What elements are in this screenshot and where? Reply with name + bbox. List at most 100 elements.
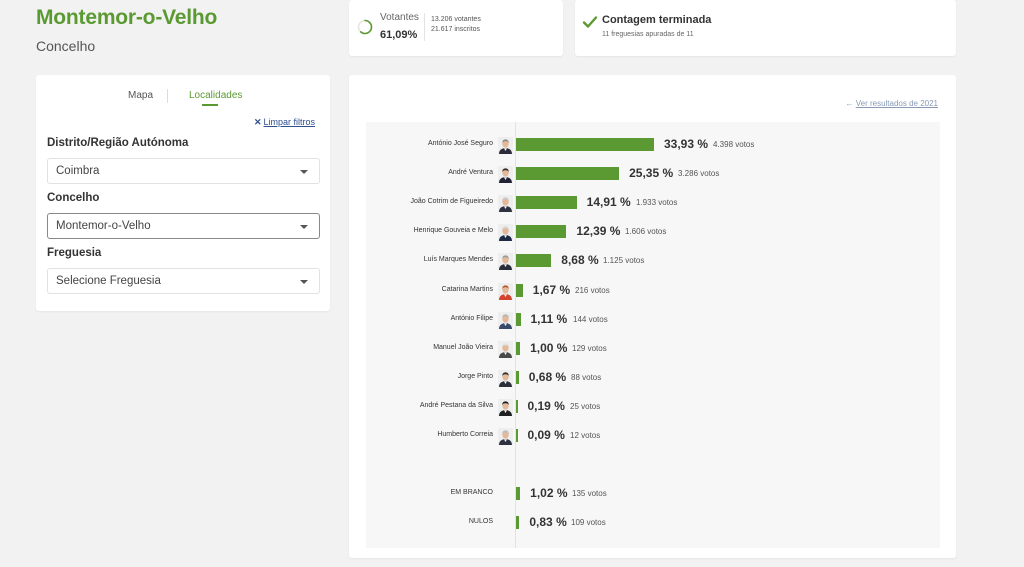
result-votes: 3.286 votos	[678, 169, 720, 179]
result-percent: 33,93 %	[664, 137, 709, 151]
result-votes: 129 votos	[572, 343, 607, 353]
candidate-avatar	[498, 428, 513, 445]
result-votes: 4.398 votos	[713, 140, 755, 149]
candidate-avatar	[498, 137, 513, 154]
candidate-name: Catarina Martins	[441, 285, 493, 293]
candidate-name: Henrique Gouveia e Melo	[413, 227, 493, 235]
count-status-card: Contagem terminada 11 freguesias apurada…	[575, 0, 956, 56]
result-percent: 0,68 %	[528, 369, 567, 384]
turnout-registered: 21.617 inscritos	[431, 26, 481, 33]
result-votes: 88 votos	[571, 372, 602, 382]
parish-select[interactable]: Selecione Freguesia	[47, 268, 320, 294]
clear-filters-label: Limpar filtros	[263, 117, 316, 127]
turnout-label: Votantes	[380, 12, 419, 23]
clear-filters-link[interactable]: ✕ Limpar filtros	[254, 117, 315, 128]
candidate-name: Luís Marques Mendes	[423, 256, 493, 264]
divider	[424, 13, 425, 41]
candidate-name: Jorge Pinto	[457, 372, 493, 380]
candidate-name: Manuel João Vieira	[433, 343, 493, 351]
result-row: João Cotrim de Figueiredo 14,91 % 1.933 vo…	[366, 193, 940, 213]
chevron-down-icon	[300, 170, 308, 174]
turnout-voters: 13.206 votantes	[431, 16, 481, 23]
tab-divider	[167, 89, 168, 103]
result-row: Jorge Pinto 0,68 % 88 votos	[366, 368, 940, 388]
previous-results-label: Ver resultados de 2021	[855, 99, 938, 108]
result-bar	[516, 167, 620, 181]
arrow-left-icon: ←	[845, 99, 854, 108]
result-percent: 14,91 %	[586, 195, 631, 210]
result-percent: 1,00 %	[530, 340, 568, 355]
result-bar	[516, 196, 577, 210]
result-row: André Pestana da Silva 0,19 % 25 votos	[366, 397, 940, 417]
results-card: ← Ver resultados de 2021 António José Se…	[349, 75, 956, 558]
result-row: Luís Marques Mendes 8,68 % 1.125 votos	[366, 251, 940, 271]
result-votes: 1.933 votos	[636, 198, 678, 208]
chevron-down-icon	[300, 225, 308, 229]
municipality-select[interactable]: Montemor-o-Velho	[47, 213, 320, 239]
tab-map[interactable]: Mapa	[128, 90, 154, 101]
result-percent: 12,39 %	[576, 224, 621, 239]
result-row: EM BRANCO 1,02 % 135 votos	[366, 484, 940, 504]
result-row: Manuel João Vieira 1,00 % 129 votos	[366, 339, 940, 359]
municipality-select-value: Montemor-o-Velho	[56, 220, 151, 232]
result-bar	[516, 487, 521, 501]
chevron-down-icon	[300, 280, 308, 284]
result-percent: 0,19 %	[527, 398, 565, 413]
candidate-name: EM BRANCO	[450, 489, 493, 497]
result-percent: 0,09 %	[527, 428, 565, 442]
page-title: Montemor-o-Velho	[36, 6, 218, 29]
result-row: NULOS 0,83 % 109 votos	[366, 513, 940, 533]
page-header: Montemor-o-Velho Concelho	[36, 6, 217, 54]
candidate-name: António José Seguro	[428, 140, 493, 147]
result-bar	[516, 225, 567, 239]
candidate-avatar	[498, 224, 513, 242]
candidate-name: André Pestana da Silva	[419, 401, 493, 409]
tab-localities[interactable]: Localidades	[189, 90, 243, 101]
result-percent: 1,02 %	[530, 486, 568, 501]
result-bar	[516, 399, 518, 413]
result-votes: 135 votos	[572, 489, 607, 499]
candidate-avatar	[498, 340, 513, 358]
result-row: Henrique Gouveia e Melo 12,39 % 1.606 voto…	[366, 222, 940, 242]
result-votes: 216 votos	[575, 285, 610, 295]
result-bar	[516, 370, 519, 384]
district-label: Distrito/Região Autónoma	[47, 137, 189, 149]
result-percent: 1,11 %	[530, 311, 568, 326]
result-row: António José Seguro 33,93 % 4.398 votos	[366, 135, 940, 155]
candidate-avatar	[498, 369, 513, 387]
result-row: António Filipe 1,11 % 144 votos	[366, 310, 940, 330]
result-bar	[516, 138, 654, 151]
candidate-avatar	[498, 398, 513, 416]
candidate-avatar	[498, 166, 513, 184]
count-status-subtitle: 11 freguesias apuradas de 11	[602, 31, 694, 38]
candidate-name: João Cotrim de Figueiredo	[410, 198, 494, 206]
result-bar	[516, 341, 521, 355]
result-percent: 25,35 %	[629, 166, 674, 181]
result-row: André Ventura 25,35 % 3.286 votos	[366, 164, 940, 184]
filter-panel: Mapa Localidades ✕ Limpar filtros Distrit…	[36, 75, 330, 311]
result-percent: 8,68 %	[561, 253, 599, 268]
result-row: Humberto Correia 0,09 % 12 votos	[366, 426, 940, 446]
turnout-percent: 61,09%	[380, 29, 418, 41]
result-votes: 109 votos	[571, 518, 606, 528]
result-percent: 0,83 %	[529, 515, 567, 530]
page-subtitle: Concelho	[36, 38, 96, 54]
result-votes: 1.606 votos	[625, 227, 667, 237]
check-icon	[582, 16, 598, 28]
result-votes: 1.125 votos	[603, 256, 645, 266]
previous-results-link[interactable]: ← Ver resultados de 2021	[845, 99, 938, 108]
result-votes: 25 votos	[570, 401, 601, 411]
parish-label: Freguesia	[47, 247, 102, 259]
parish-select-value: Selecione Freguesia	[56, 275, 161, 287]
candidate-name: António Filipe	[450, 314, 493, 322]
result-bar	[516, 254, 552, 268]
candidate-name: NULOS	[468, 518, 493, 526]
result-row: Catarina Martins 1,67 % 216 votos	[366, 281, 940, 301]
results-bar-chart: António José Seguro 33,93 % 4.398 votos And…	[366, 122, 940, 548]
turnout-card: Votantes 61,09% 13.206 votantes 21.617 i…	[349, 0, 563, 56]
candidate-name: André Ventura	[448, 169, 493, 177]
candidate-avatar	[498, 311, 513, 329]
district-select[interactable]: Coimbra	[47, 158, 320, 184]
result-votes: 144 votos	[573, 314, 608, 324]
candidate-avatar	[498, 195, 513, 213]
